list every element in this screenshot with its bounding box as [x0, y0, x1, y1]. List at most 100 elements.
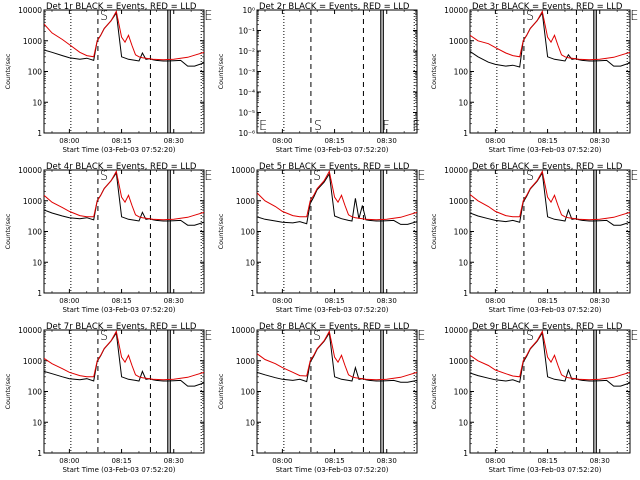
lld-series-line	[257, 330, 417, 381]
events-series-line	[470, 331, 630, 387]
y-tick-label: 10⁻²	[238, 47, 255, 56]
y-tick-label: 1	[463, 289, 468, 298]
panel-chart-svg: Det 9r BLACK = Events, RED = LLD Counts/s…	[430, 322, 638, 474]
panel-chart-svg: Det 3r BLACK = Events, RED = LLD Counts/s…	[430, 2, 638, 154]
x-tick-label: 08:00	[59, 457, 79, 465]
phase-marker-label: E	[204, 329, 212, 344]
x-tick-label: 08:15	[537, 297, 557, 305]
x-tick-label: 08:00	[485, 457, 505, 465]
y-tick-label: 1	[37, 289, 42, 298]
chart-title: Det 4r BLACK = Events, RED = LLD	[46, 162, 197, 172]
x-tick-label: 08:15	[324, 457, 344, 465]
y-tick-label: 1000	[449, 197, 468, 206]
y-tick-label: 10000	[444, 326, 468, 335]
y-tick-label: 1000	[23, 37, 42, 46]
y-tick-label: 10000	[18, 6, 42, 15]
phase-marker-label: S	[314, 119, 322, 134]
y-axis-label: Counts/sec	[217, 373, 225, 409]
events-series-line	[44, 171, 204, 226]
lld-series-line	[44, 330, 204, 381]
y-axis-label: Counts/sec	[217, 53, 225, 89]
x-axis-label: Start Time (03-Feb-03 07:52:20)	[275, 466, 388, 474]
y-axis-label: Counts/sec	[430, 213, 438, 249]
lld-series-line	[470, 330, 630, 381]
x-tick-label: 08:00	[272, 457, 292, 465]
y-tick-label: 100	[28, 228, 43, 237]
y-axis-label: Counts/sec	[430, 373, 438, 409]
y-axis-label: Counts/sec	[4, 213, 12, 249]
x-axis-label: Start Time (03-Feb-03 07:52:20)	[62, 146, 175, 154]
y-tick-label: 1	[37, 449, 42, 458]
y-tick-label: 1000	[449, 357, 468, 366]
chart-title: Det 2r BLACK = Events, RED = LLD	[259, 2, 410, 12]
phase-marker-label: E	[630, 329, 638, 344]
x-tick-label: 08:30	[590, 457, 610, 465]
y-tick-label: 10000	[231, 166, 255, 175]
panel-chart-svg: Det 5r BLACK = Events, RED = LLD Counts/s…	[217, 162, 425, 314]
panel-chart-svg: Det 4r BLACK = Events, RED = LLD Counts/s…	[4, 162, 212, 314]
phase-marker-label: S	[526, 9, 534, 24]
y-tick-label: 10⁻¹	[238, 27, 255, 36]
detector-panel-3: Det 3r BLACK = Events, RED = LLD Counts/s…	[426, 0, 639, 160]
y-tick-label: 10⁻⁵	[238, 109, 255, 118]
x-axis-label: Start Time (03-Feb-03 07:52:20)	[275, 146, 388, 154]
x-axis-label: Start Time (03-Feb-03 07:52:20)	[488, 146, 601, 154]
y-axis-label: Counts/sec	[430, 53, 438, 89]
y-tick-label: 1	[250, 289, 255, 298]
x-tick-label: 08:30	[377, 297, 397, 305]
phase-marker-label: S	[526, 169, 534, 184]
plot-frame	[43, 329, 205, 454]
x-axis-label: Start Time (03-Feb-03 07:52:20)	[275, 306, 388, 314]
y-tick-label: 100	[454, 388, 469, 397]
x-tick-label: 08:30	[164, 457, 184, 465]
plot-frame	[256, 169, 418, 294]
detector-panel-8: Det 8r BLACK = Events, RED = LLD Counts/s…	[213, 320, 426, 480]
phase-marker-label: E	[630, 169, 638, 184]
plot-frame	[469, 169, 631, 294]
x-axis-label: Start Time (03-Feb-03 07:52:20)	[488, 466, 601, 474]
panel-chart-svg: Det 1r BLACK = Events, RED = LLD Counts/s…	[4, 2, 212, 154]
chart-title: Det 8r BLACK = Events, RED = LLD	[259, 322, 410, 332]
y-tick-label: 10000	[18, 326, 42, 335]
y-tick-label: 1000	[236, 357, 255, 366]
detector-panel-7: Det 7r BLACK = Events, RED = LLD Counts/s…	[0, 320, 213, 480]
x-tick-label: 08:00	[485, 297, 505, 305]
x-tick-label: 08:15	[111, 297, 131, 305]
lld-series-line	[44, 170, 204, 221]
phase-marker-label: S	[100, 9, 108, 24]
phase-marker-label: E	[412, 119, 420, 134]
plot-frame	[256, 329, 418, 454]
events-series-line	[44, 331, 204, 387]
chart-title: Det 7r BLACK = Events, RED = LLD	[46, 322, 197, 332]
y-tick-label: 1000	[236, 197, 255, 206]
y-tick-label: 1	[463, 449, 468, 458]
x-tick-label: 08:30	[377, 457, 397, 465]
y-tick-label: 10	[458, 98, 468, 107]
phase-marker-label: E	[630, 9, 638, 24]
y-tick-label: 100	[241, 388, 256, 397]
lld-series-line	[44, 10, 204, 61]
y-tick-label: 10	[245, 418, 255, 427]
phase-marker-label: S	[100, 329, 108, 344]
lld-series-line	[257, 170, 417, 221]
y-tick-label: 10	[32, 258, 42, 267]
y-tick-label: 100	[28, 68, 43, 77]
x-axis-label: Start Time (03-Feb-03 07:52:20)	[488, 306, 601, 314]
events-series-line	[470, 11, 630, 68]
x-tick-label: 08:00	[59, 137, 79, 145]
phase-marker-label: E	[204, 9, 212, 24]
x-tick-label: 08:00	[59, 297, 79, 305]
phase-marker-label: S	[526, 329, 534, 344]
lld-series-line	[470, 170, 630, 221]
x-tick-label: 08:00	[272, 297, 292, 305]
x-tick-label: 08:30	[164, 137, 184, 145]
y-axis-label: Counts/sec	[217, 213, 225, 249]
plot-frame	[256, 9, 418, 134]
panel-chart-svg: Det 2r BLACK = Events, RED = LLD Counts/s…	[217, 2, 420, 154]
y-tick-label: 10	[458, 418, 468, 427]
x-tick-label: 08:30	[377, 137, 397, 145]
phase-marker-label: E	[259, 119, 267, 134]
y-tick-label: 100	[454, 68, 469, 77]
y-tick-label: 10000	[18, 166, 42, 175]
x-tick-label: 08:00	[485, 137, 505, 145]
